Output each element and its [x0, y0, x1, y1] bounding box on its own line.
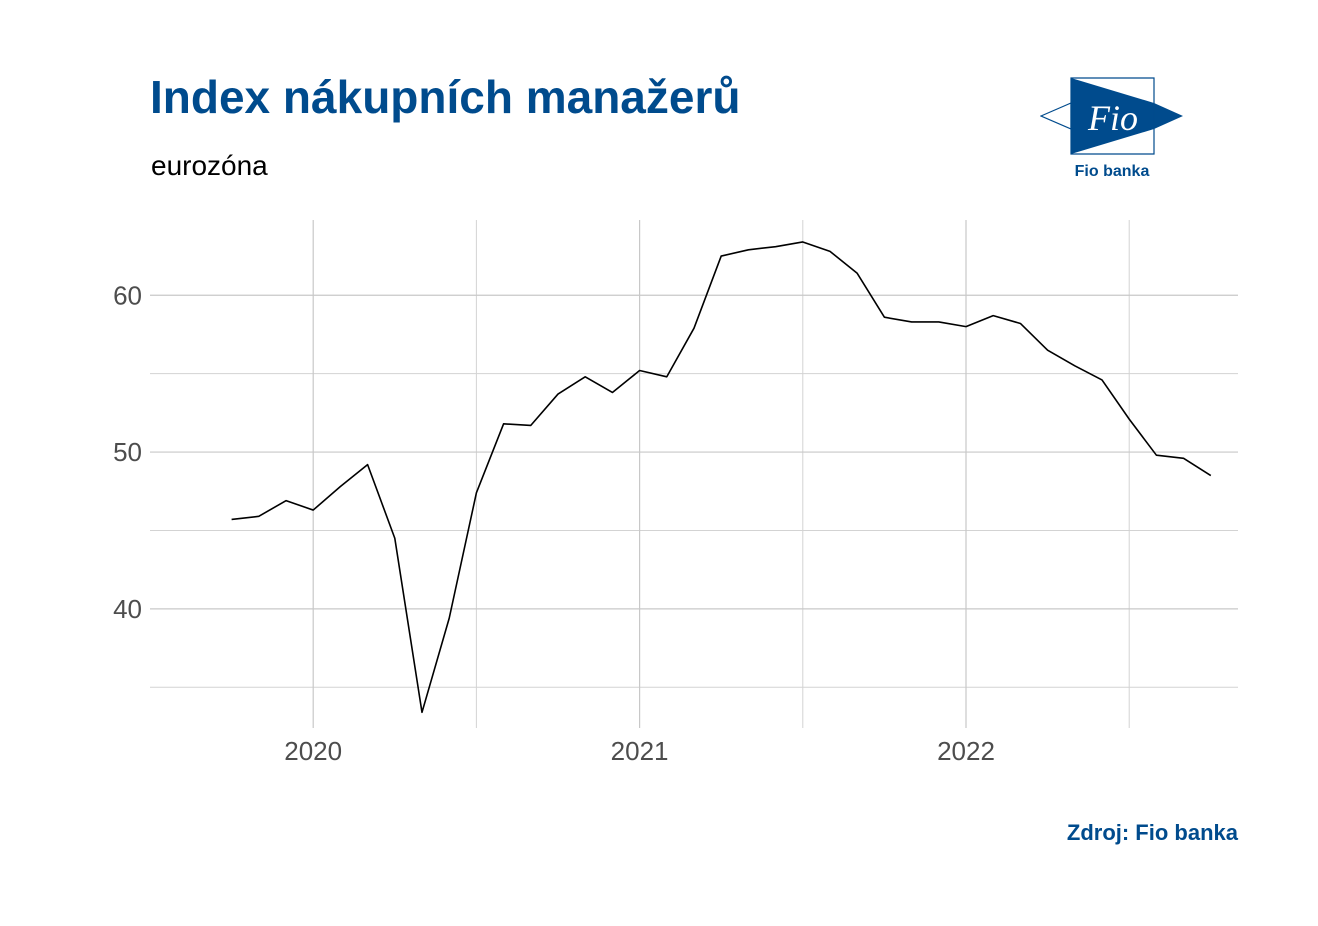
chart-title: Index nákupních manažerů: [150, 71, 741, 123]
series-line: [231, 241, 1212, 714]
logo-wing-right: [1154, 103, 1183, 129]
chart-subtitle: eurozóna: [151, 150, 268, 181]
logo-banner: [1071, 78, 1154, 154]
x-tick-label: 2020: [284, 736, 342, 766]
series-layer: [231, 241, 1212, 714]
logo-outline: [1070, 77, 1155, 155]
x-tick-label: 2022: [937, 736, 995, 766]
y-tick-label: 60: [113, 280, 142, 310]
fio-banka-logo-icon: Fio Fio banka: [1040, 77, 1183, 180]
x-axis-ticks: 2020 2021 2022: [284, 736, 995, 766]
y-tick-label: 40: [113, 594, 142, 624]
logo-caption: Fio banka: [1075, 163, 1150, 180]
y-tick-label: 50: [113, 437, 142, 467]
minor-gridlines: [150, 220, 1238, 728]
x-tick-label: 2021: [611, 736, 669, 766]
major-gridlines: [150, 220, 1238, 728]
logo-wordmark: Fio: [1087, 98, 1138, 138]
source-note: Zdroj: Fio banka: [1066, 820, 1238, 845]
y-axis-ticks: 40 50 60: [113, 280, 142, 624]
